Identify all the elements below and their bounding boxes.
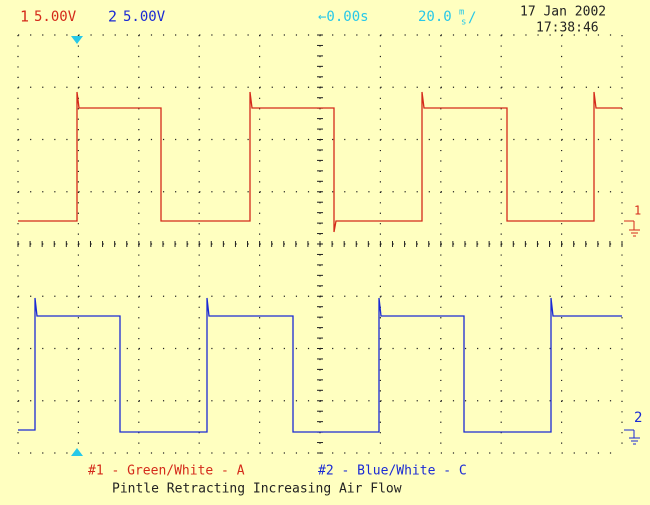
ch1-ground [624, 220, 640, 237]
ch2-label: #2 - Blue/White - C [318, 464, 467, 479]
ch1-number: 1 [20, 8, 29, 26]
ch1-marker: 1 [634, 204, 641, 218]
ch2-ground [624, 429, 640, 445]
timebase-unit-bottom: s [461, 18, 466, 28]
caption: Pintle Retracting Increasing Air Flow [112, 482, 402, 497]
trigger-marker-bottom [71, 448, 83, 456]
timebase: 20.0 [418, 9, 452, 25]
ch2-scale: 5.00V [123, 9, 166, 25]
timebase-unit-top: m [459, 8, 464, 18]
date: 17 Jan 2002 [520, 5, 606, 20]
ch2-number: 2 [108, 8, 117, 26]
ch1-trace [18, 91, 622, 233]
trigger-offset: ←0.00s [318, 9, 369, 25]
ch1-label: #1 - Green/White - A [88, 464, 245, 479]
trigger-marker-top [71, 36, 83, 44]
ch1-scale: 5.00V [34, 9, 77, 25]
graticule [17, 34, 623, 454]
timebase-slash: / [468, 10, 476, 26]
ch2-trace [18, 297, 622, 433]
time: 17:38:46 [536, 21, 599, 36]
ch2-marker: 2 [634, 410, 642, 426]
